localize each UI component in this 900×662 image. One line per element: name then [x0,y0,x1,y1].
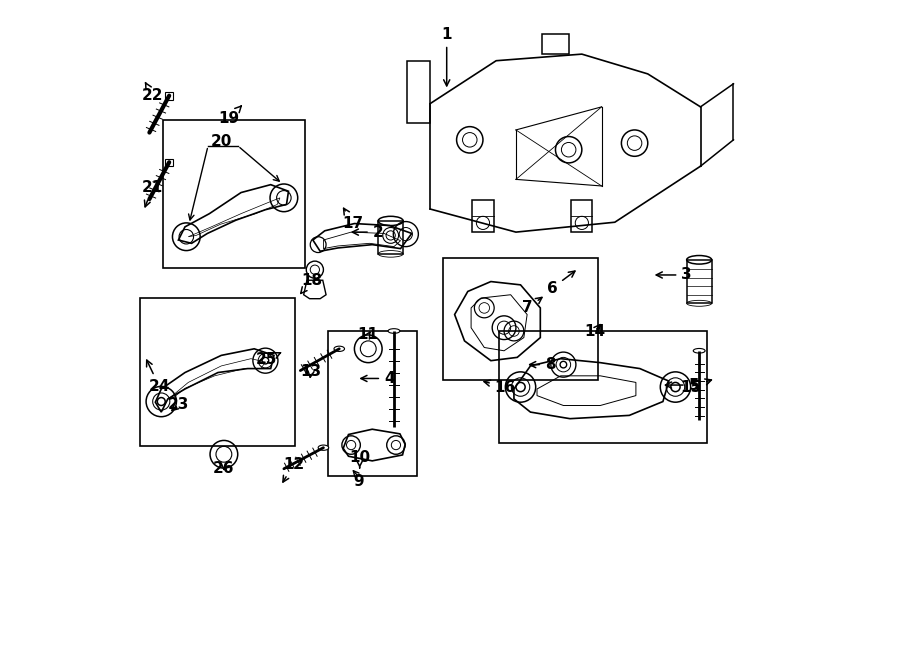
Text: 16: 16 [484,379,516,395]
Text: 7: 7 [523,297,542,315]
Polygon shape [166,93,173,99]
Text: 2: 2 [352,224,383,240]
Ellipse shape [319,445,328,450]
Ellipse shape [693,348,705,353]
Text: 11: 11 [358,328,379,342]
Ellipse shape [388,329,400,333]
Text: 13: 13 [301,364,321,379]
Text: 6: 6 [547,271,575,296]
Text: 23: 23 [167,397,189,412]
Polygon shape [166,159,173,166]
Text: 19: 19 [219,106,241,126]
Text: 25: 25 [256,352,281,367]
Text: 24: 24 [147,360,170,394]
Text: 4: 4 [361,371,395,386]
Text: 22: 22 [142,83,164,103]
Text: 20: 20 [211,134,232,150]
Ellipse shape [334,346,345,352]
Text: 8: 8 [529,357,555,372]
Text: 12: 12 [283,457,304,482]
Text: 3: 3 [656,267,692,283]
Text: 10: 10 [349,450,370,468]
Text: 1: 1 [442,27,452,86]
Text: 21: 21 [142,180,163,207]
Text: 5: 5 [665,377,699,393]
Text: 18: 18 [301,273,322,293]
Text: 9: 9 [354,474,364,489]
Text: 14: 14 [584,324,606,338]
Text: 15: 15 [680,379,711,395]
Text: 26: 26 [213,461,235,475]
Text: 17: 17 [343,209,364,231]
